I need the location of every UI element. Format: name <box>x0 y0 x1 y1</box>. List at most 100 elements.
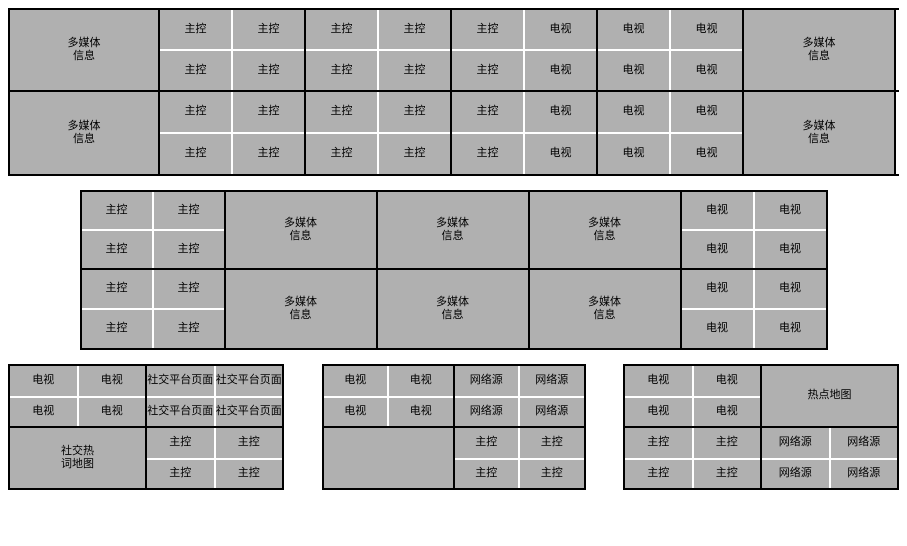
label: 信息 <box>73 50 95 63</box>
label: 社交平 <box>216 374 249 387</box>
cell-empty <box>324 428 453 488</box>
cell-tv: 电视 <box>671 92 742 132</box>
s2-pair-right: 电视电视 电视电视 <box>682 270 828 348</box>
multimedia-info: 多媒体信息 <box>530 192 682 268</box>
cell-host: 主控 <box>160 10 233 49</box>
label: 电视 <box>647 405 669 418</box>
cell-tv: 电视 <box>598 10 671 49</box>
label: 主控 <box>106 204 128 217</box>
label: 电视 <box>344 374 366 387</box>
cell-tv: 电视 <box>387 398 453 426</box>
label: 多媒体 <box>588 296 621 309</box>
label: 主控 <box>258 23 280 36</box>
label: 主控 <box>178 243 200 256</box>
cell-tv: 电视 <box>671 51 742 90</box>
label: 电视 <box>696 147 718 160</box>
label: 信息 <box>290 309 312 322</box>
label: 主控 <box>647 467 669 480</box>
multimedia-info-right: 多媒体 信息 <box>744 92 896 174</box>
s1-pair: 主控电视 主控电视 <box>452 92 598 174</box>
cell-tv: 电视 <box>10 366 77 396</box>
multimedia-info-left: 多媒体 信息 <box>8 10 160 90</box>
cell-host: 主控 <box>455 428 519 458</box>
label: 主控 <box>477 147 499 160</box>
s3-block-2: 电视电视 电视电视 网络源网络源 网络源网络源 主控主控 主控主控 <box>322 364 586 490</box>
label: 主控 <box>178 322 200 335</box>
label: 电视 <box>706 243 728 256</box>
label: 主控 <box>178 204 200 217</box>
label: 电视 <box>410 405 432 418</box>
label: 网络源 <box>470 374 503 387</box>
label: 主控 <box>238 436 260 449</box>
label: 电视 <box>32 405 54 418</box>
cell-host: 主控 <box>147 428 214 458</box>
cell-host: 主控 <box>214 460 283 488</box>
label: 电视 <box>623 23 645 36</box>
cell-host: 主控 <box>160 134 233 174</box>
cell-tv: 电视 <box>755 310 826 348</box>
s1-pair: 电视电视 电视电视 <box>598 92 744 174</box>
cell-tv: 电视 <box>682 310 755 348</box>
label: 电视 <box>779 204 801 217</box>
s2-row-1: 主控主控 主控主控 多媒体信息 多媒体信息 多媒体信息 电视电视 电视电视 <box>80 190 828 270</box>
cell-tv: 电视 <box>682 192 755 229</box>
label: 主控 <box>475 467 497 480</box>
s1-pair: 主控电视 主控电视 <box>452 10 598 90</box>
label: 主控 <box>541 467 563 480</box>
label: 电视 <box>706 322 728 335</box>
cell-host: 主控 <box>214 428 283 458</box>
cell-host: 主控 <box>160 51 233 90</box>
label: 网络源 <box>847 467 880 480</box>
cell-host: 主控 <box>154 310 224 348</box>
cell-host: 主控 <box>306 134 379 174</box>
cell-host: 主控 <box>455 460 519 488</box>
s1-pair: 主控主控 主控主控 <box>160 92 306 174</box>
label: 网络源 <box>470 405 503 418</box>
section-2: 主控主控 主控主控 多媒体信息 多媒体信息 多媒体信息 电视电视 电视电视 主控… <box>8 190 899 350</box>
s2-pair-left: 主控主控 主控主控 <box>80 270 226 348</box>
cell-host: 主控 <box>692 428 761 458</box>
cell-tv: 电视 <box>755 192 826 229</box>
s2-pair-left: 主控主控 主控主控 <box>80 192 226 268</box>
cell-host: 主控 <box>518 460 584 488</box>
label: 主控 <box>258 64 280 77</box>
cell-social: 社交平台页面 <box>214 366 283 396</box>
label: 主控 <box>238 467 260 480</box>
s1-row-2: 多媒体 信息 主控主控 主控主控 主控主控 主控主控 主控电视 主控电视 电视电… <box>8 92 899 176</box>
cell-tv: 电视 <box>77 366 146 396</box>
label: 电视 <box>623 147 645 160</box>
label: 电视 <box>696 64 718 77</box>
cell-tv: 电视 <box>324 398 388 426</box>
label: 主控 <box>477 64 499 77</box>
cell-tv: 电视 <box>692 366 761 396</box>
cell-tv: 电视 <box>525 10 596 49</box>
label: 电视 <box>716 374 738 387</box>
label: 社交平 <box>147 405 180 418</box>
cell-netsource: 网络源 <box>518 366 584 396</box>
label: 电视 <box>706 204 728 217</box>
label: 多媒体 <box>284 217 317 230</box>
multimedia-info-right: 多媒体 信息 <box>744 10 896 90</box>
cell-host: 主控 <box>82 192 154 229</box>
label: 主控 <box>404 105 426 118</box>
cell-tv: 电视 <box>387 366 453 396</box>
cell-host: 主控 <box>452 10 525 49</box>
label: 主控 <box>106 282 128 295</box>
label: 电视 <box>647 374 669 387</box>
cell-host: 主控 <box>625 460 692 488</box>
cell-host: 主控 <box>518 428 584 458</box>
multimedia-info: 多媒体信息 <box>226 270 378 348</box>
label: 主控 <box>331 105 353 118</box>
hotmap: 热点地图 <box>760 366 897 426</box>
cell-tv: 电视 <box>598 134 671 174</box>
cell-social: 社交平台页面 <box>147 366 214 396</box>
label: 台页面 <box>249 374 282 387</box>
label: 多媒体 <box>68 120 101 133</box>
label: 社交平 <box>216 405 249 418</box>
label: 主控 <box>185 64 207 77</box>
cell-netsource: 网络源 <box>455 366 519 396</box>
s1-row-1: 多媒体 信息 主控主控 主控主控 主控主控 主控主控 主控电视 主控电视 电视电… <box>8 8 899 92</box>
label: 热点地图 <box>808 389 852 402</box>
label: 电视 <box>410 374 432 387</box>
cell-host: 主控 <box>379 134 450 174</box>
